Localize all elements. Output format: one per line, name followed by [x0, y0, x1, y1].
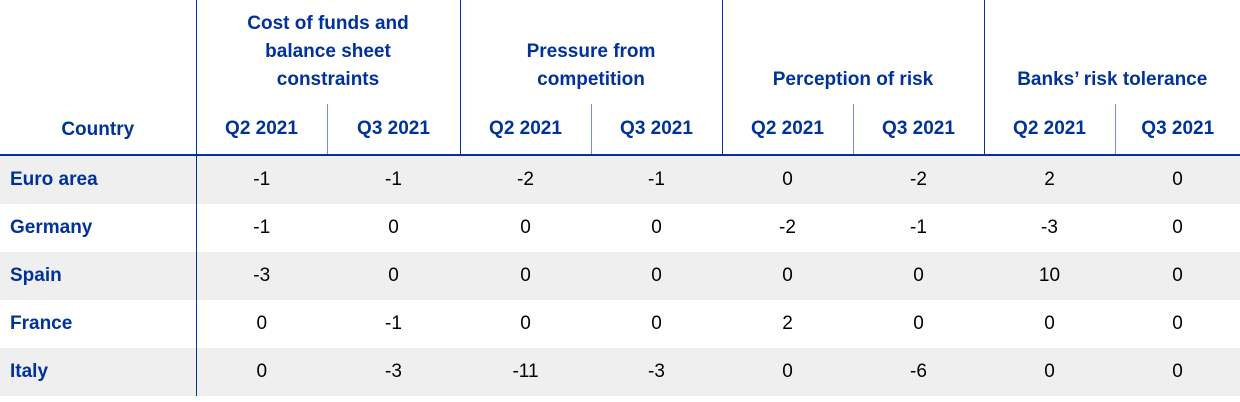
value-cell: 0: [722, 155, 853, 204]
value-cell: -1: [385, 313, 402, 334]
value-cell: -3: [195, 252, 327, 300]
group-header-risk-perception-label: Perception of risk: [772, 69, 934, 90]
value-cell: 0: [591, 252, 722, 300]
group-header-risk-tolerance-label: Banks’ risk tolerance: [1017, 69, 1208, 90]
period-header: Q2 2021: [459, 104, 591, 156]
value-cell: 0: [722, 348, 853, 396]
country-cell: Germany: [10, 217, 93, 238]
period-header: Q2 2021: [983, 104, 1115, 156]
table-row: Germany -1 0 0 0 -2 -1 -3 0: [0, 204, 1240, 252]
value-cell: 0: [651, 217, 662, 238]
value-cell: 2: [782, 313, 793, 334]
value-cell: -2: [853, 155, 984, 204]
value-cell: -1: [195, 204, 327, 252]
value-cell: 0: [1115, 252, 1240, 300]
value-cell: 0: [388, 217, 399, 238]
period-header: Q2 2021: [195, 104, 327, 156]
group-header-competition: Pressure from competition: [459, 0, 722, 104]
period-header: Q2 2021: [721, 104, 853, 156]
value-cell: 0: [1115, 155, 1240, 204]
period-header: Q3 2021: [1114, 104, 1240, 156]
country-header-label: Country: [61, 119, 135, 140]
table-row: Spain -3 0 0 0 0 0 10 0: [0, 252, 1240, 300]
value-cell: 0: [651, 313, 662, 334]
value-cell: 10: [984, 252, 1115, 300]
country-header: Country: [0, 0, 196, 156]
value-cell: 0: [853, 252, 984, 300]
country-cell: Spain: [0, 252, 196, 300]
group-header-risk-tolerance: Banks’ risk tolerance: [983, 0, 1240, 104]
value-cell: -1: [591, 155, 722, 204]
value-cell: -11: [460, 348, 591, 396]
value-cell: 0: [195, 300, 327, 348]
value-cell: -1: [910, 217, 927, 238]
table-row: Euro area -1 -1 -2 -1 0 -2 2 0: [0, 155, 1240, 204]
value-cell: 0: [1115, 348, 1240, 396]
value-cell: 0: [913, 313, 924, 334]
value-cell: 0: [1044, 313, 1055, 334]
value-cell: -3: [1041, 217, 1058, 238]
value-cell: -1: [195, 155, 327, 204]
value-cell: -3: [591, 348, 722, 396]
period-header: Q3 2021: [326, 104, 460, 156]
value-cell: -3: [327, 348, 460, 396]
table-row: Italy 0 -3 -11 -3 0 -6 0 0: [0, 348, 1240, 396]
period-header: Q3 2021: [590, 104, 722, 156]
group-header-cost-of-funds-label: Cost of funds and balance sheet constrai…: [247, 13, 409, 90]
value-cell: 0: [1172, 313, 1183, 334]
value-cell: 0: [195, 348, 327, 396]
group-header-risk-perception: Perception of risk: [721, 0, 984, 104]
value-cell: 0: [327, 252, 460, 300]
country-cell: France: [10, 313, 73, 334]
value-cell: 0: [722, 252, 853, 300]
value-cell: 0: [460, 252, 591, 300]
value-cell: 0: [520, 217, 531, 238]
value-cell: 2: [984, 155, 1115, 204]
value-cell: -2: [460, 155, 591, 204]
country-cell: Italy: [0, 348, 196, 396]
value-cell: -6: [853, 348, 984, 396]
value-cell: -2: [779, 217, 796, 238]
value-cell: 0: [1172, 217, 1183, 238]
value-cell: 0: [984, 348, 1115, 396]
table-row: France 0 -1 0 0 2 0 0 0: [0, 300, 1240, 348]
country-cell: Euro area: [0, 155, 196, 204]
group-header-cost-of-funds: Cost of funds and balance sheet constrai…: [195, 0, 460, 104]
period-header: Q3 2021: [852, 104, 984, 156]
value-cell: -1: [327, 155, 460, 204]
group-header-competition-label: Pressure from competition: [526, 41, 656, 90]
value-cell: 0: [520, 313, 531, 334]
